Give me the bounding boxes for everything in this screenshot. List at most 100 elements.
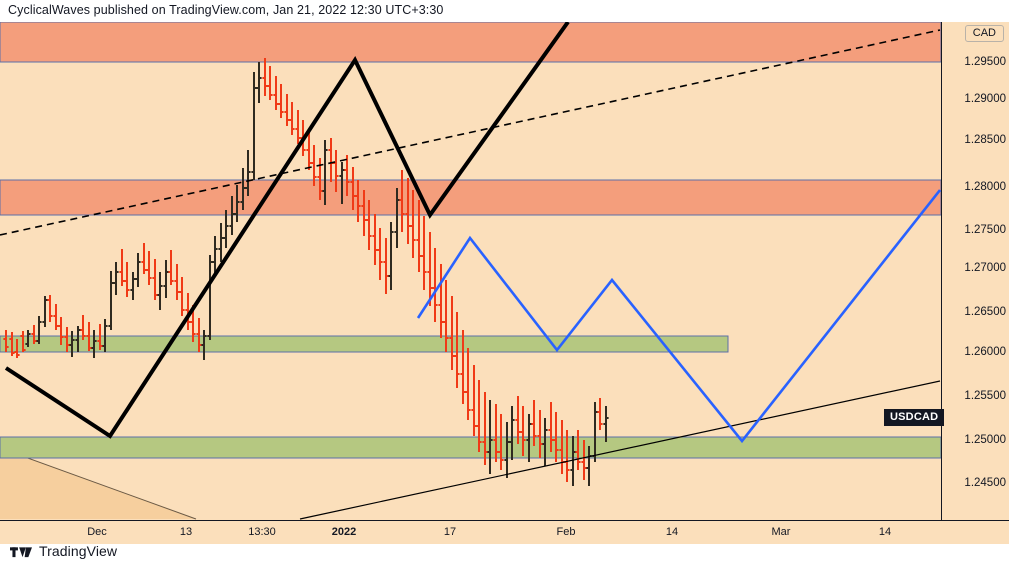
ohlc-bar	[146, 251, 152, 285]
ohlc-bar	[454, 312, 460, 388]
ohlc-bar	[289, 102, 295, 135]
ohlc-bar	[141, 243, 147, 274]
ohlc-bar	[405, 178, 411, 244]
ohlc-bar	[108, 271, 114, 330]
currency-badge: CAD	[964, 25, 1004, 42]
ohlc-bar	[262, 58, 268, 96]
ohlc-bar	[135, 253, 141, 287]
ohlc-bar	[449, 296, 455, 370]
ohlc-bar	[124, 262, 130, 297]
ohlc-bar	[603, 406, 609, 442]
ohlc-bar	[515, 396, 521, 444]
price-chart-plot-area[interactable]	[0, 22, 941, 520]
ohlc-bar	[548, 402, 554, 452]
ohlc-bar	[86, 322, 92, 351]
ohlc-bar	[102, 319, 108, 352]
time-axis[interactable]: Dec 13 13:30 2022 17 Feb 14 Mar 14	[0, 520, 1009, 545]
ohlc-bar	[240, 168, 246, 210]
rising-support-trendline[interactable]	[299, 380, 941, 520]
ohlc-bar	[388, 222, 394, 290]
time-axis-label: 13	[179, 526, 193, 538]
ohlc-bar	[64, 327, 70, 352]
price-axis-label: 1.26500	[964, 306, 1006, 318]
ohlc-bar	[97, 324, 103, 350]
ohlc-bar	[273, 76, 279, 110]
ohlc-bar	[526, 414, 532, 462]
dashed-resistance-trendline[interactable]	[0, 29, 941, 236]
ohlc-bar	[581, 440, 587, 480]
ohlc-bar	[570, 436, 576, 486]
ohlc-bar	[498, 414, 504, 470]
ohlc-bar	[212, 236, 218, 275]
zone-support-zone-upper[interactable]	[0, 335, 729, 353]
price-axis-label: 1.26000	[964, 346, 1006, 358]
ohlc-bar	[471, 365, 477, 436]
ohlc-bar	[487, 400, 493, 474]
ohlc-bar	[245, 150, 251, 196]
ohlc-bar	[322, 140, 328, 205]
price-axis[interactable]: CAD 1.29500 1.29000 1.28500 1.28000 1.27500 1…	[941, 22, 1009, 520]
black-zigzag-projection[interactable]	[4, 22, 570, 439]
ohlc-bar	[223, 210, 229, 248]
tradingview-brand-label: TradingView	[39, 543, 118, 559]
ohlc-bar	[9, 332, 15, 356]
time-axis-label: Dec	[87, 526, 107, 538]
ohlc-bar	[366, 200, 372, 250]
blue-forecast-projection[interactable]	[416, 189, 941, 444]
price-axis-label: 1.27500	[964, 224, 1006, 236]
time-axis-label: Mar	[771, 526, 791, 538]
price-axis-label: 1.27000	[964, 262, 1006, 274]
ohlc-bar	[465, 348, 471, 420]
ohlc-bar	[416, 200, 422, 272]
ohlc-bar	[53, 304, 59, 330]
ohlc-bar	[157, 272, 163, 310]
ohlc-bar	[311, 145, 317, 186]
ohlc-bar	[218, 223, 224, 262]
ohlc-bar	[47, 295, 53, 322]
ohlc-bar	[284, 94, 290, 126]
ohlc-bar	[399, 170, 405, 232]
ohlc-bar	[504, 422, 510, 478]
ohlc-bar	[542, 418, 548, 466]
ohlc-bar	[339, 162, 345, 204]
ohlc-bar	[36, 316, 42, 344]
ohlc-bar	[75, 326, 81, 352]
ohlc-bar	[361, 190, 367, 236]
ohlc-bar	[493, 404, 499, 462]
ohlc-bar	[14, 339, 20, 358]
ohlc-bar	[229, 196, 235, 235]
zone-resistance-zone-lower[interactable]	[0, 179, 941, 216]
zone-resistance-zone-upper[interactable]	[0, 22, 941, 63]
ohlc-bar	[531, 400, 537, 446]
price-axis-label: 1.28500	[964, 134, 1006, 146]
ohlc-bar	[20, 331, 26, 352]
price-axis-label: 1.29000	[964, 93, 1006, 105]
ohlc-bar	[80, 315, 86, 340]
ohlc-bar	[553, 412, 559, 462]
ohlc-bar	[119, 249, 125, 286]
ohlc-bar	[509, 406, 515, 460]
ohlc-bar	[432, 248, 438, 322]
footer-strip	[0, 544, 1009, 568]
ohlc-bar	[256, 62, 262, 103]
ohlc-bar	[306, 132, 312, 170]
time-axis-label: 14	[665, 526, 679, 538]
price-axis-label: 1.25000	[964, 434, 1006, 446]
ohlc-bar	[421, 216, 427, 290]
ohlc-bar	[207, 255, 213, 340]
ohlc-bar	[267, 66, 273, 100]
ohlc-bar	[234, 185, 240, 222]
ohlc-bar	[91, 330, 97, 358]
ohlc-bar	[344, 155, 350, 196]
publication-credit-line: CyclicalWaves published on TradingView.c…	[8, 3, 444, 17]
ohlc-bar	[130, 272, 136, 300]
ohlc-bar	[438, 264, 444, 338]
ohlc-bar	[174, 264, 180, 300]
ohlc-bar	[537, 410, 543, 458]
price-axis-label: 1.25500	[964, 390, 1006, 402]
zone-support-zone-lower[interactable]	[0, 436, 941, 459]
ohlc-bar	[350, 167, 356, 210]
ohlc-bar	[196, 318, 202, 352]
ohlc-bar	[427, 232, 433, 306]
